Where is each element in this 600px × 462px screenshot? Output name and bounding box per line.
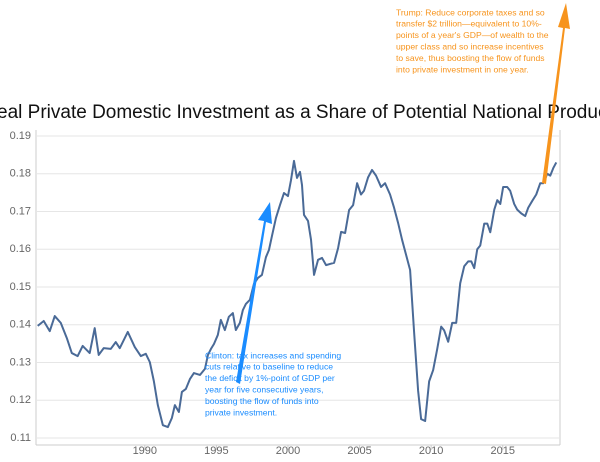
marks [37,159,558,429]
y-tick-label: 0.18 [10,168,31,180]
y-tick-label: 0.15 [10,281,31,293]
chart-title: Real Private Domestic Investment as a Sh… [0,102,600,123]
annotation-text: Clinton: tax increases and spending [205,350,341,360]
y-tick-label: 0.19 [10,130,31,142]
annotation-text: the deficit by 1%-point of GDP per [205,373,335,383]
annotation-text: points of a year's GDP—of wealth to the [396,30,549,40]
annotation-text: into private investment in one year. [396,64,529,74]
annotation-text: cuts relative to baseline to reduce [205,362,333,372]
x-tick-label: 2010 [419,445,443,457]
y-tick-label: 0.17 [10,205,31,217]
annotation-text: year for five consecutive years, [205,384,323,394]
clinton-arrow [236,202,272,384]
annotation-text: to save, thus boosting the flow of funds [396,53,545,63]
x-tick-label: 2005 [347,445,371,457]
x-tick-label: 2000 [276,445,300,457]
data-line [37,159,558,429]
trump-arrow [542,3,570,184]
annotations: Clinton: tax increases and spending cuts … [205,7,549,417]
y-tick-label: 0.11 [10,432,31,444]
annotation-text: private investment. [205,407,277,417]
x-tick-label: 1990 [133,445,157,457]
x-tick-label: 2015 [490,445,514,457]
grid: 0.11 0.12 0.13 0.14 0.15 0.16 0.17 0.18 0.19 1990… [10,130,560,457]
y-tick-label: 0.16 [10,243,31,255]
y-tick-label: 0.12 [10,394,31,406]
annotation-text: transfer $2 trillion—equivalent to 10%- [396,19,542,29]
y-tick-label: 0.13 [10,356,31,368]
annotation-text: upper class and so increase incentives [396,41,544,51]
annotation-text: Trump: Reduce corporate taxes and so [396,7,545,17]
y-tick-label: 0.14 [10,319,31,331]
x-tick-label: 1995 [204,445,228,457]
annotation-text: boosting the flow of funds into [205,396,319,406]
